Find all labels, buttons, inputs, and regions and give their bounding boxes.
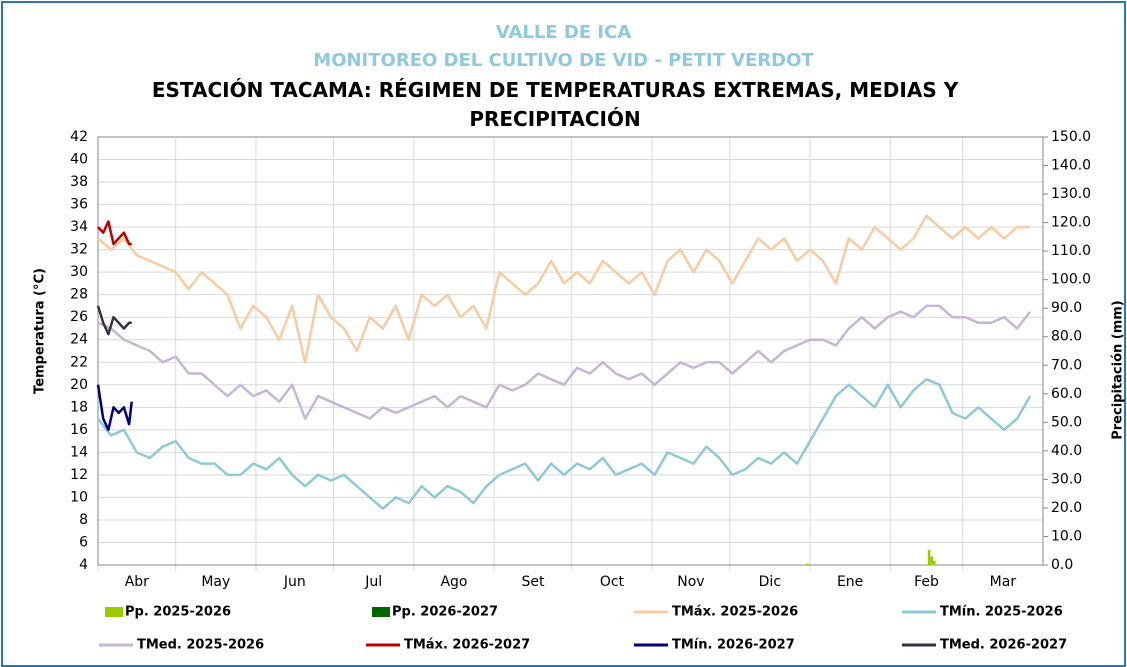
x-tick-label: Nov — [677, 574, 704, 590]
y2-tick-label: 40.0 — [1051, 443, 1082, 459]
y-tick-label: 4 — [79, 557, 88, 573]
y2-tick-label: 100.0 — [1051, 272, 1091, 288]
y-tick-label: 38 — [70, 174, 88, 190]
legend-label: TMed. 2026-2027 — [940, 638, 1067, 653]
y-tick-label: 10 — [70, 489, 88, 505]
legend-label: Pp. 2025-2026 — [125, 605, 231, 620]
legend-label: Pp. 2026-2027 — [392, 605, 498, 620]
series-line — [97, 304, 1032, 420]
x-tick-label: Oct — [600, 574, 625, 590]
y-tick-label: 14 — [70, 444, 88, 460]
series-line — [96, 384, 133, 432]
y-tick-label: 34 — [70, 219, 88, 235]
bar — [806, 563, 809, 565]
x-tick-label: Mar — [990, 574, 1017, 590]
y-tick-label: 28 — [70, 287, 88, 303]
legend-label: TMed. 2025-2026 — [137, 638, 264, 653]
y-tick-label: 22 — [70, 354, 88, 370]
y2-tick-label: 70.0 — [1051, 357, 1082, 373]
bar — [927, 549, 931, 565]
y2-tick-label: 120.0 — [1051, 215, 1091, 231]
x-tick-label: Ene — [837, 574, 863, 590]
y2-tick-label: 90.0 — [1051, 300, 1082, 316]
legend-label: TMáx. 2025-2026 — [672, 605, 798, 620]
y-axis-label: Temperatura (°C) — [33, 268, 48, 394]
y-tick-label: 18 — [70, 399, 88, 415]
series-line — [96, 305, 132, 336]
x-tick-label: Abr — [125, 574, 149, 590]
y2-tick-label: 110.0 — [1051, 243, 1091, 259]
bar — [932, 560, 936, 565]
series-line — [97, 220, 132, 246]
legend-label: TMín. 2025-2026 — [940, 605, 1063, 620]
y2-axis-label: Precipitación (mm) — [1111, 300, 1126, 440]
x-tick-label: May — [201, 574, 230, 590]
y-tick-label: 26 — [70, 309, 88, 325]
legend-label: TMáx. 2026-2027 — [404, 638, 530, 653]
y-tick-label: 8 — [79, 512, 88, 528]
y2-tick-label: 10.0 — [1051, 528, 1082, 544]
x-tick-label: Feb — [914, 574, 939, 590]
y2-tick-label: 150.0 — [1051, 129, 1091, 145]
x-tick-label: Dic — [759, 574, 781, 590]
y-tick-label: 20 — [70, 377, 88, 393]
y2-tick-label: 60.0 — [1051, 386, 1082, 402]
chart-title: ESTACIÓN TACAMA: RÉGIMEN DE TEMPERATURAS… — [151, 78, 959, 131]
bar — [930, 556, 933, 565]
y2-tick-label: 50.0 — [1051, 414, 1082, 430]
y2-tick-label: 20.0 — [1051, 500, 1082, 516]
x-tick-label: Jul — [364, 574, 382, 590]
series-line — [97, 377, 1032, 510]
y-tick-label: 6 — [79, 534, 88, 550]
y2-tick-label: 130.0 — [1051, 186, 1091, 202]
title-line: VALLE DE ICA — [495, 22, 632, 43]
y2-tick-label: 80.0 — [1051, 329, 1082, 345]
x-tick-label: Jun — [283, 574, 306, 590]
legend-swatch — [372, 607, 390, 617]
y2-tick-label: 30.0 — [1051, 471, 1082, 487]
legend-label: TMín. 2026-2027 — [672, 638, 795, 653]
y-tick-label: 16 — [70, 422, 88, 438]
y-tick-label: 40 — [70, 152, 88, 168]
y-tick-label: 32 — [70, 242, 88, 258]
y-tick-label: 12 — [70, 467, 88, 483]
series-line — [97, 214, 1031, 364]
y2-tick-label: 140.0 — [1051, 158, 1091, 174]
x-tick-label: Set — [521, 574, 545, 590]
y-tick-label: 30 — [70, 264, 88, 280]
y-tick-label: 24 — [70, 332, 88, 348]
y-tick-label: 42 — [70, 129, 88, 145]
x-tick-label: Ago — [440, 574, 467, 590]
plot-border — [97, 136, 1044, 566]
title-line: MONITOREO DEL CULTIVO DE VID - PETIT VER… — [313, 50, 814, 71]
y-tick-label: 36 — [70, 197, 88, 213]
y2-tick-label: 0.0 — [1051, 557, 1073, 573]
legend-swatch — [105, 607, 123, 617]
